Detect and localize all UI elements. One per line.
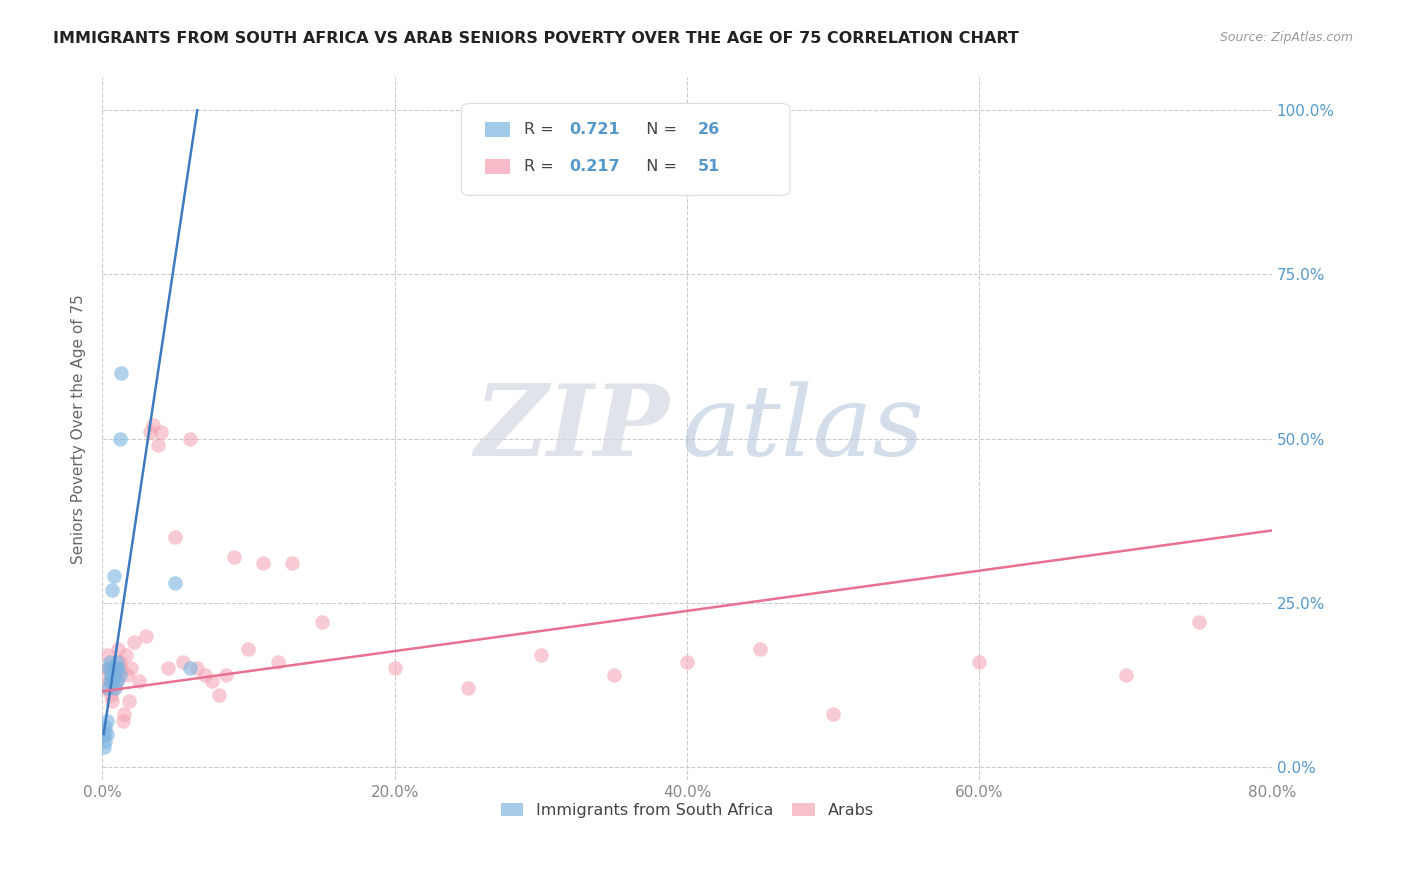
Point bbox=[97, 681, 120, 695]
Point bbox=[101, 694, 124, 708]
Point bbox=[108, 655, 131, 669]
Point bbox=[193, 668, 215, 682]
Point bbox=[165, 576, 187, 591]
Point bbox=[93, 727, 115, 741]
Point bbox=[969, 655, 991, 669]
Point bbox=[101, 582, 124, 597]
Point bbox=[179, 661, 201, 675]
Point bbox=[749, 641, 772, 656]
Point bbox=[107, 641, 129, 656]
Point bbox=[98, 674, 121, 689]
Text: N =: N = bbox=[636, 122, 682, 137]
Point bbox=[530, 648, 553, 663]
Point bbox=[311, 615, 333, 630]
Point bbox=[97, 661, 120, 675]
Point bbox=[208, 688, 231, 702]
Point bbox=[222, 549, 245, 564]
Point bbox=[112, 707, 135, 722]
Point bbox=[676, 655, 699, 669]
Point bbox=[98, 655, 121, 669]
Point bbox=[104, 681, 127, 695]
Point bbox=[103, 681, 125, 695]
Point bbox=[238, 641, 260, 656]
Point bbox=[110, 366, 132, 380]
Point bbox=[603, 668, 626, 682]
Point bbox=[101, 674, 124, 689]
Point bbox=[103, 569, 125, 583]
Point bbox=[186, 661, 208, 675]
Text: 0.721: 0.721 bbox=[569, 122, 620, 137]
Point bbox=[94, 721, 117, 735]
FancyBboxPatch shape bbox=[485, 121, 510, 137]
Point bbox=[142, 418, 165, 433]
Point bbox=[93, 740, 115, 755]
Point bbox=[96, 648, 118, 663]
Point bbox=[457, 681, 479, 695]
Point bbox=[97, 661, 120, 675]
Point bbox=[105, 674, 128, 689]
Point bbox=[172, 655, 194, 669]
Text: N =: N = bbox=[636, 159, 682, 174]
Point bbox=[179, 432, 201, 446]
Point bbox=[96, 714, 118, 728]
Point bbox=[111, 714, 134, 728]
Legend: Immigrants from South Africa, Arabs: Immigrants from South Africa, Arabs bbox=[494, 797, 880, 825]
Point bbox=[94, 668, 117, 682]
Point bbox=[146, 438, 169, 452]
FancyBboxPatch shape bbox=[485, 159, 510, 175]
Point bbox=[105, 674, 128, 689]
Point bbox=[139, 425, 162, 439]
Point bbox=[149, 425, 172, 439]
Point bbox=[104, 668, 127, 682]
Point bbox=[1115, 668, 1137, 682]
Point bbox=[1188, 615, 1211, 630]
Point bbox=[124, 635, 146, 649]
Point bbox=[120, 661, 142, 675]
Point bbox=[94, 733, 117, 747]
Point bbox=[110, 661, 132, 675]
Point bbox=[114, 648, 136, 663]
Point bbox=[98, 674, 121, 689]
Point bbox=[201, 674, 224, 689]
Point bbox=[281, 556, 304, 570]
FancyBboxPatch shape bbox=[461, 103, 790, 195]
Point bbox=[96, 727, 118, 741]
Text: IMMIGRANTS FROM SOUTH AFRICA VS ARAB SENIORS POVERTY OVER THE AGE OF 75 CORRELAT: IMMIGRANTS FROM SOUTH AFRICA VS ARAB SEN… bbox=[53, 31, 1019, 46]
Text: 26: 26 bbox=[697, 122, 720, 137]
Point bbox=[115, 668, 138, 682]
Text: R =: R = bbox=[524, 159, 560, 174]
Point bbox=[252, 556, 274, 570]
Point bbox=[100, 688, 122, 702]
Point bbox=[103, 668, 125, 682]
Text: R =: R = bbox=[524, 122, 560, 137]
Point bbox=[100, 661, 122, 675]
Point bbox=[107, 661, 129, 675]
Text: ZIP: ZIP bbox=[474, 381, 669, 477]
Point bbox=[156, 661, 179, 675]
Point bbox=[384, 661, 406, 675]
Text: atlas: atlas bbox=[682, 381, 924, 476]
Point bbox=[135, 628, 157, 642]
Y-axis label: Seniors Poverty Over the Age of 75: Seniors Poverty Over the Age of 75 bbox=[72, 293, 86, 564]
Text: Source: ZipAtlas.com: Source: ZipAtlas.com bbox=[1219, 31, 1353, 45]
Text: 0.217: 0.217 bbox=[569, 159, 620, 174]
Point bbox=[215, 668, 238, 682]
Point bbox=[93, 681, 115, 695]
Point bbox=[128, 674, 150, 689]
Point bbox=[104, 661, 127, 675]
Point bbox=[108, 668, 131, 682]
Point bbox=[108, 432, 131, 446]
Point bbox=[165, 530, 187, 544]
Text: 51: 51 bbox=[697, 159, 720, 174]
Point bbox=[823, 707, 845, 722]
Point bbox=[105, 655, 128, 669]
Point bbox=[117, 694, 139, 708]
Point bbox=[266, 655, 288, 669]
Point bbox=[100, 668, 122, 682]
